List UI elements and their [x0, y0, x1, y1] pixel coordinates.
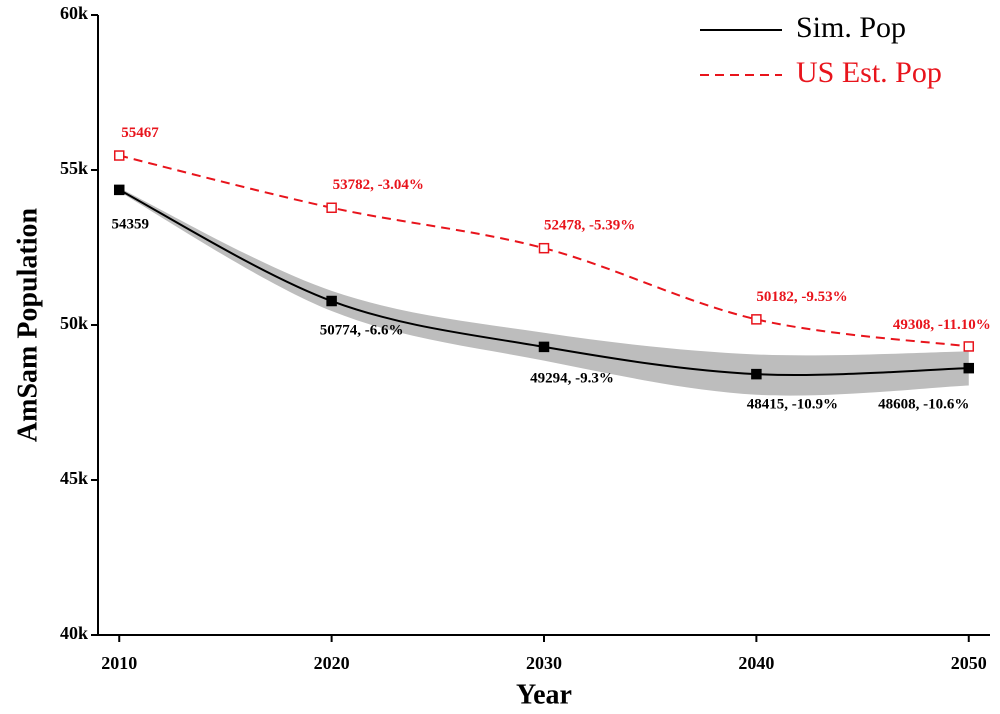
x-tick-label: 2030	[526, 653, 562, 673]
marker	[113, 150, 125, 161]
marker	[538, 242, 550, 254]
y-tick-label: 45k	[60, 468, 88, 488]
x-axis-title: Year	[516, 679, 572, 710]
x-tick-label: 2050	[951, 653, 987, 673]
y-tick-label: 50k	[60, 313, 88, 333]
confidence-band	[119, 187, 969, 396]
x-tick-label: 2010	[101, 653, 137, 673]
y-axis-title: AmSam Population	[12, 208, 43, 443]
data-label: 49308, -11.10%	[893, 317, 991, 333]
marker	[751, 368, 762, 380]
data-label: 54359	[111, 216, 149, 232]
marker	[751, 314, 762, 325]
marker	[326, 295, 337, 307]
y-tick-label: 40k	[60, 623, 88, 643]
marker	[326, 202, 337, 214]
data-label: 48415, -10.9%	[747, 397, 838, 413]
data-label: 52478, -5.39%	[544, 218, 635, 234]
data-label: 55467	[121, 125, 159, 141]
y-tick-label: 60k	[60, 3, 88, 23]
legend-label: US Est. Pop	[796, 56, 942, 89]
data-label: 48608, -10.6%	[878, 397, 969, 413]
marker	[963, 362, 975, 374]
data-label: 53782, -3.04%	[333, 177, 424, 193]
data-label: 50182, -9.53%	[756, 289, 847, 305]
data-label: 50774, -6.6%	[320, 322, 404, 338]
legend-label: Sim. Pop	[796, 11, 906, 44]
marker	[538, 341, 550, 353]
x-tick-label: 2020	[314, 653, 350, 673]
marker	[963, 341, 975, 352]
marker	[113, 184, 125, 196]
y-tick-label: 55k	[60, 158, 88, 178]
x-tick-label: 2040	[738, 653, 774, 673]
data-label: 49294, -9.3%	[530, 370, 614, 386]
